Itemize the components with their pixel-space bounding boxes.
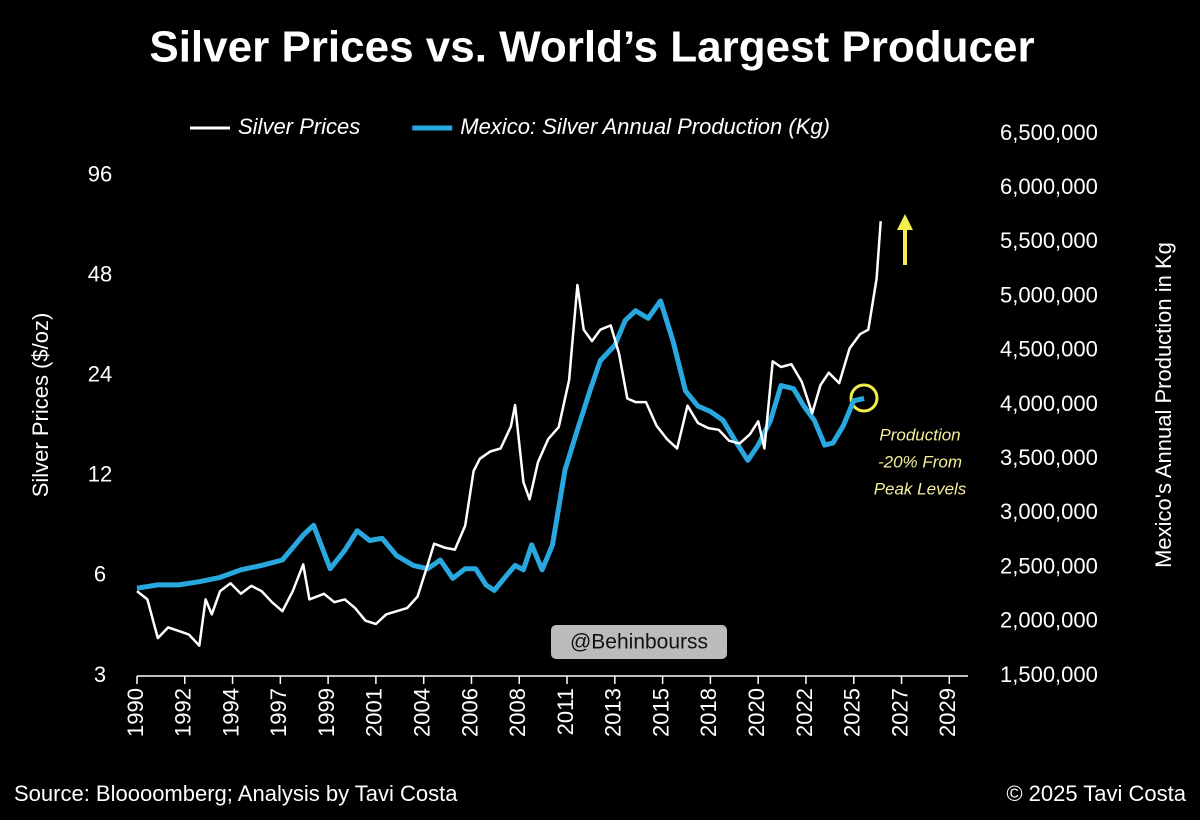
source: Source: Bloooomberg; Analysis by Tavi Co…	[14, 781, 458, 806]
y-tick-label: 12	[88, 462, 112, 487]
highlight-circle	[849, 383, 879, 413]
x-tick-label: 2025	[840, 688, 865, 737]
y2-tick-label: 4,000,000	[1000, 391, 1098, 416]
x-tick-label: 1992	[171, 688, 196, 737]
x-tick-label: 2015	[648, 688, 673, 737]
y2-tick-label: 2,000,000	[1000, 608, 1098, 633]
x-tick-label: 2008	[505, 688, 530, 737]
annotation: -20% From	[878, 452, 962, 471]
annotation: Production	[879, 425, 960, 444]
y-tick-label: 24	[88, 362, 112, 387]
arrow	[897, 214, 913, 265]
x-tick-label: 2018	[696, 688, 721, 737]
legend-label: Mexico: Silver Annual Production (Kg)	[460, 114, 830, 139]
x-tick-label: 2029	[935, 688, 960, 737]
y2-axis-label: Mexico's Annual Production in Kg	[1151, 242, 1176, 568]
y-tick-label: 3	[94, 662, 106, 687]
x-tick-label: 2004	[410, 688, 435, 737]
legend-label: Silver Prices	[238, 114, 360, 139]
annotation: Peak Levels	[874, 479, 967, 498]
y2-tick-label: 3,000,000	[1000, 499, 1098, 524]
watermark: @Behinbourss	[570, 631, 708, 654]
x-tick-label: 1994	[218, 688, 243, 737]
y-tick-label: 96	[88, 161, 112, 186]
x-tick-label: 1997	[266, 688, 291, 737]
y2-tick-label: 4,500,000	[1000, 337, 1098, 362]
y-tick-label: 48	[88, 261, 112, 286]
x-tick-label: 1999	[314, 688, 339, 737]
watermark-box	[551, 625, 727, 659]
x-tick-label: 2022	[792, 688, 817, 737]
x-tick-label: 2020	[744, 688, 769, 737]
x-tick-label: 2027	[887, 688, 912, 737]
legend: Silver Prices Mexico: Silver Annual Produ…	[190, 114, 830, 139]
y2-tick-label: 6,500,000	[1000, 120, 1098, 145]
x-tick-label: 2011	[553, 688, 578, 735]
y-tick-label: 6	[94, 562, 106, 587]
y-axis-label: Silver Prices ($/oz)	[28, 313, 53, 498]
x-tick-label: 2013	[601, 688, 626, 737]
y2-tick-label: 1,500,000	[1000, 662, 1098, 687]
y2-tick-label: 5,000,000	[1000, 282, 1098, 307]
x-tick-label: 1990	[123, 688, 148, 737]
y2-tick-label: 2,500,000	[1000, 553, 1098, 578]
y2-tick-label: 3,500,000	[1000, 445, 1098, 470]
chart-title: Silver Prices vs. World’s Largest Produc…	[149, 23, 1034, 72]
x-tick-label: 2006	[457, 688, 482, 737]
x-tick-label: 2001	[362, 688, 387, 737]
y2-tick-label: 6,000,000	[1000, 174, 1098, 199]
price-line	[136, 221, 882, 647]
copyright: © 2025 Tavi Costa	[1006, 781, 1186, 806]
y2-tick-label: 5,500,000	[1000, 228, 1098, 253]
